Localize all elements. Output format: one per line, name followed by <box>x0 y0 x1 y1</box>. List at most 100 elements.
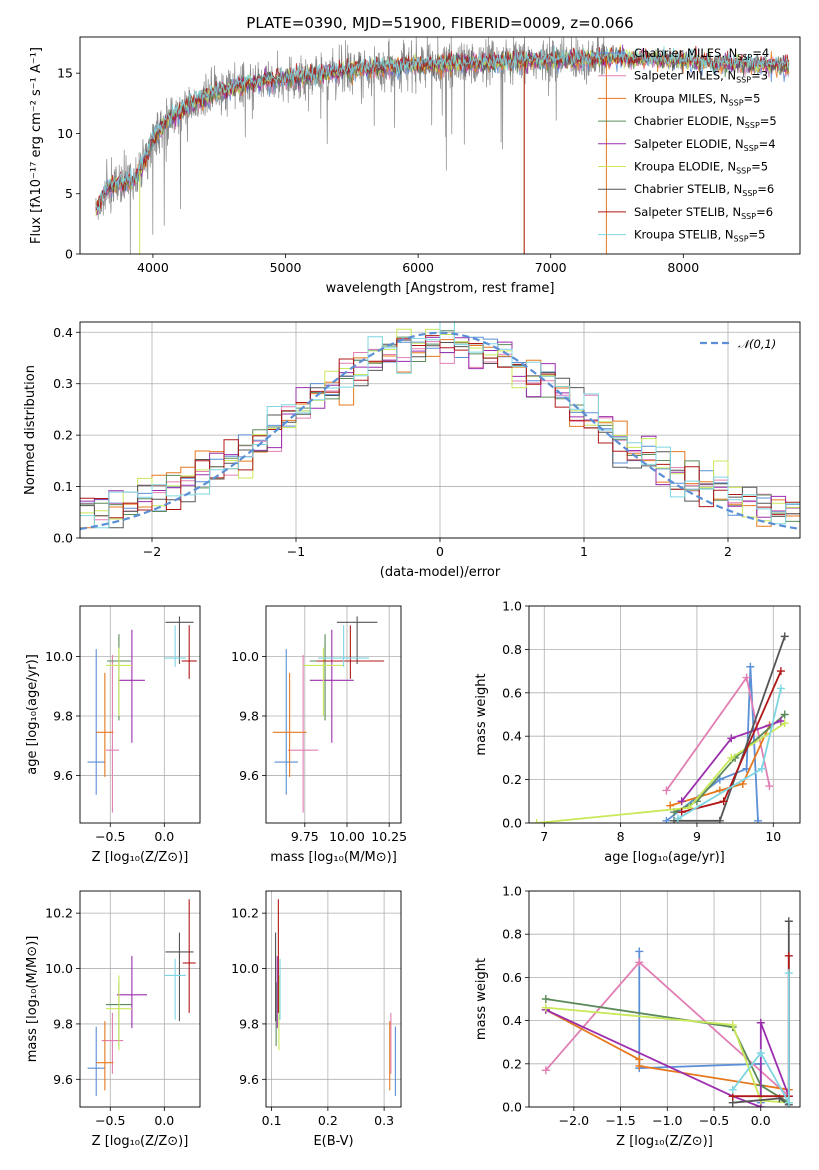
legend-entry: Kroupa STELIB, NSSP=5 <box>598 228 765 244</box>
legend-entry: Chabrier STELIB, NSSP=6 <box>598 182 774 198</box>
x-tick-label: −1 <box>287 544 305 559</box>
legend-text: Salpeter MILES, N <box>634 69 736 83</box>
weight-marker <box>746 662 755 671</box>
legend-text: Salpeter STELIB, N <box>634 205 741 219</box>
weight-marker <box>719 797 728 806</box>
y-axis-label: mass [log₁₀(M/M⊙)] <box>25 936 40 1063</box>
weight-marker <box>541 1066 550 1075</box>
y-tick-label: 0.4 <box>502 729 522 744</box>
legend-value: =3 <box>751 69 768 83</box>
weight-marker <box>756 1049 765 1057</box>
y-axis-label: Flux [fλ10⁻¹⁷ erg cm⁻² s⁻¹ A⁻¹] <box>29 47 44 244</box>
errorbar-point <box>105 655 119 813</box>
x-tick-label: 9 <box>693 829 701 844</box>
x-tick-label: 0.0 <box>751 1113 771 1128</box>
x-tick-label: 9.75 <box>291 829 319 844</box>
legend-subscript: SSP <box>745 121 760 130</box>
weight-marker <box>728 1085 737 1094</box>
x-tick-label: −0.5 <box>699 1113 729 1128</box>
x-tick-label: 0.0 <box>154 1113 174 1128</box>
weight-marker <box>784 969 793 978</box>
legend-label: Chabrier MILES, NSSP=4 <box>634 46 769 62</box>
legend-label: Salpeter MILES, NSSP=3 <box>634 69 768 85</box>
y-tick-label: 9.6 <box>53 768 73 783</box>
errorbar-point <box>309 629 354 743</box>
panel-mass-vs-EBV: 0.1 0.2 0.3 9.6 9.8 10.0 10.2 E(B-V) <box>231 890 402 1149</box>
weight-line <box>536 722 786 823</box>
panel-mass-vs-Z: −0.5 0.0 9.6 9.8 10.0 10.2 Z [log₁₀(Z/Z⊙)] mass… <box>25 890 201 1149</box>
x-tick-label: 10.25 <box>371 829 407 844</box>
grid-lines <box>266 606 401 823</box>
residual-histogram <box>80 335 800 519</box>
errorbar-point <box>274 649 299 795</box>
x-tick-label: 8000 <box>667 260 699 275</box>
errorbar-point <box>164 625 186 667</box>
panel-spectrum: 4000 5000 6000 7000 8000 0 5 10 15 wavelength [An… <box>29 36 801 296</box>
x-axis-label: mass [log₁₀(M/M⊙)] <box>270 850 397 865</box>
y-tick-label: 9.8 <box>53 708 73 723</box>
weight-line <box>545 1006 789 1104</box>
weight-marker <box>754 816 763 823</box>
errorbar-point <box>316 625 385 679</box>
legend-subscript: SSP <box>729 98 744 107</box>
y-tick-label: 5 <box>65 186 73 201</box>
x-axis-label: Z [log₁₀(Z/Z⊙)] <box>92 1134 189 1149</box>
y-tick-label: 9.6 <box>239 1072 259 1087</box>
weight-marker <box>727 734 736 743</box>
errorbar-point <box>105 975 132 1051</box>
y-tick-label: 9.8 <box>239 708 259 723</box>
legend-value: =5 <box>749 228 766 242</box>
legend-label: Salpeter ELODIE, NSSP=4 <box>634 137 776 153</box>
legend-label: Chabrier STELIB, NSSP=6 <box>634 182 774 198</box>
y-tick-label: 0.8 <box>502 927 522 942</box>
axes-frame <box>528 605 801 824</box>
weight-marker <box>635 947 644 956</box>
y-tick-label: 0.8 <box>502 642 522 657</box>
x-tick-label: −2 <box>143 544 161 559</box>
weight-marker <box>727 753 736 762</box>
axes-frame <box>79 321 801 539</box>
axes-frame <box>265 890 402 1108</box>
legend-entry: Kroupa ELODIE, NSSP=5 <box>598 160 768 176</box>
weight-marker <box>776 667 785 676</box>
errorbar-point <box>118 629 145 743</box>
y-tick-label: 0.6 <box>502 685 522 700</box>
y-tick-label: 0.2 <box>502 1056 522 1071</box>
x-tick-label: 8 <box>617 829 625 844</box>
weight-marker <box>784 917 793 926</box>
x-tick-label: 2 <box>724 544 732 559</box>
x-axis-label: wavelength [Angstrom, rest frame] <box>326 281 555 296</box>
weight-marker <box>776 684 785 693</box>
legend-text: Chabrier MILES, N <box>634 46 737 60</box>
y-tick-label: 10.2 <box>231 906 259 921</box>
legend-label: Kroupa ELODIE, NSSP=5 <box>634 160 768 176</box>
y-tick-label: 9.6 <box>239 768 259 783</box>
legend-text: Chabrier ELODIE, N <box>634 114 745 128</box>
legend-value: =6 <box>757 182 774 196</box>
y-axis-label: mass weight <box>474 958 489 1040</box>
errorbar-point <box>165 616 194 664</box>
x-tick-label: 7 <box>540 829 548 844</box>
weight-marker <box>662 786 671 795</box>
x-tick-label: 4000 <box>137 260 169 275</box>
y-tick-label: 0.1 <box>53 479 73 494</box>
legend-entry: Salpeter MILES, NSSP=3 <box>598 69 768 85</box>
y-axis-label: age [log₁₀(age/yr)] <box>25 654 40 775</box>
errorbar-point <box>309 634 341 721</box>
x-tick-label: 0.0 <box>154 829 174 844</box>
errorbar-point <box>87 1026 105 1096</box>
y-tick-label: 10.0 <box>45 649 73 664</box>
plot-area <box>80 322 800 531</box>
x-tick-label: −2.0 <box>559 1113 589 1128</box>
weight-marker <box>780 719 789 728</box>
errorbar-point <box>303 647 344 716</box>
legend-value: =6 <box>756 205 773 219</box>
weight-marker <box>635 1061 644 1070</box>
weight-marker <box>677 808 686 817</box>
y-tick-label: 1.0 <box>502 599 522 614</box>
y-tick-label: 0 <box>65 247 73 262</box>
errorbar-point <box>318 625 369 667</box>
weight-marker <box>784 1098 793 1107</box>
legend-subscript: SSP <box>741 212 756 221</box>
